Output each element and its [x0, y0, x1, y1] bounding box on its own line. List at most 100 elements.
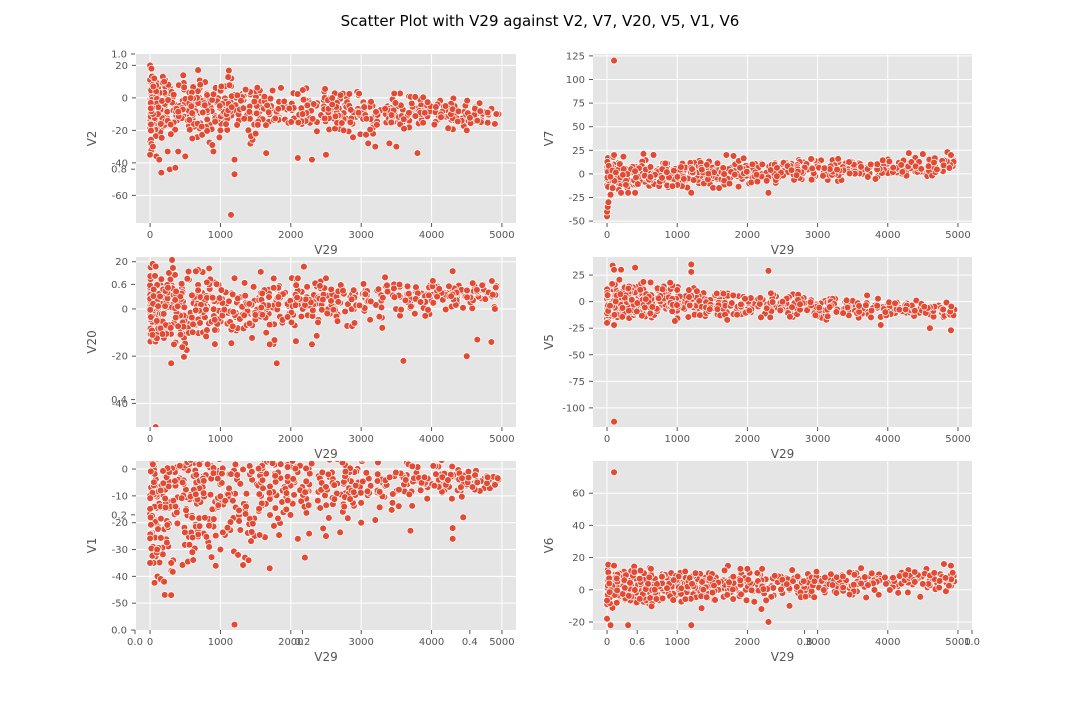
scatter-point [634, 180, 642, 188]
scatter-point [169, 568, 177, 576]
scatter-point [473, 478, 482, 487]
scatter-point [911, 578, 919, 586]
scatter-point [605, 579, 614, 588]
scatter-point [635, 595, 644, 603]
scatter-series [146, 257, 501, 427]
scatter-point [611, 297, 620, 306]
ytick-label: 75 [572, 99, 585, 110]
scatter-point [873, 301, 881, 310]
scatter-point [407, 99, 416, 108]
scatter-point [930, 569, 938, 577]
scatter-point [265, 340, 274, 349]
scatter-point [167, 359, 175, 368]
scatter-series [146, 434, 503, 629]
scatter-point [710, 581, 718, 590]
scatter-point [757, 313, 765, 322]
scatter-point [150, 74, 159, 83]
background-xtick-label: 0.2 [294, 637, 310, 648]
scatter-point [240, 279, 249, 287]
scatter-point [147, 104, 155, 113]
ytick-label: -40 [112, 158, 128, 169]
scatter-point [719, 164, 727, 172]
scatter-series [603, 468, 959, 629]
scatter-point [633, 299, 642, 307]
scatter-point [885, 157, 894, 166]
scatter-point [668, 307, 676, 315]
scatter-point [336, 91, 345, 99]
scatter-point [383, 287, 392, 296]
scatter-point [871, 175, 880, 183]
scatter-point [338, 119, 346, 127]
scatter-point [362, 130, 370, 139]
scatter-point [200, 477, 208, 485]
scatter-point [245, 319, 254, 328]
ytick-label: 0 [579, 297, 585, 308]
scatter-point [233, 121, 241, 129]
scatter-point [392, 468, 400, 477]
scatter-series [603, 260, 959, 426]
scatter-point [642, 295, 650, 303]
scatter-point [322, 501, 330, 509]
scatter-point [174, 107, 182, 116]
scatter-point [793, 572, 802, 581]
scatter-point [321, 85, 329, 93]
scatter-point [432, 470, 440, 478]
scatter-point [462, 352, 471, 360]
scatter-point [190, 434, 197, 441]
scatter-point [736, 565, 745, 573]
scatter-point [283, 313, 292, 321]
scatter-point [192, 267, 200, 276]
scatter-point [382, 451, 389, 458]
scatter-point [239, 104, 248, 112]
scatter-point [254, 121, 262, 129]
scatter-point [762, 177, 771, 185]
scatter-point [216, 545, 225, 554]
scatter-point [402, 476, 410, 484]
scatter-point [173, 302, 182, 311]
scatter-point [191, 437, 198, 444]
scatter-point [720, 170, 728, 178]
scatter-point [274, 300, 283, 309]
scatter-point [157, 120, 165, 128]
scatter-point [801, 592, 810, 601]
scatter-point [174, 147, 182, 156]
scatter-point [661, 159, 670, 168]
scatter-point [308, 340, 316, 349]
scatter-point [821, 573, 829, 582]
scatter-point [491, 481, 499, 489]
scatter-point [752, 170, 761, 179]
scatter-point [778, 575, 787, 584]
scatter-point [947, 561, 955, 570]
scatter-point [488, 277, 496, 285]
scatter-point [201, 101, 209, 109]
scatter-point [894, 589, 902, 597]
scatter-point [845, 590, 854, 599]
scatter-point [807, 175, 816, 184]
scatter-point [362, 114, 371, 123]
scatter-point [373, 121, 381, 129]
scatter-point [650, 585, 659, 594]
scatter-point [748, 160, 757, 169]
scatter-point [483, 108, 492, 117]
scatter-point [227, 103, 236, 111]
scatter-point [218, 451, 225, 458]
scatter-point [845, 158, 853, 166]
scatter-point [357, 499, 365, 507]
scatter-point [435, 285, 443, 293]
xtick-label: 1000 [664, 434, 689, 445]
xtick-label: 5000 [489, 230, 514, 241]
scatter-point [350, 488, 358, 496]
scatter-point [262, 149, 270, 157]
scatter-point [606, 190, 615, 199]
scatter-point [625, 306, 633, 315]
scatter-point [155, 439, 162, 446]
scatter-point [747, 178, 756, 187]
scatter-point [287, 118, 295, 126]
scatter-point [416, 298, 425, 306]
scatter-point [403, 453, 410, 460]
scatter-point [494, 474, 502, 482]
scatter-point [169, 447, 176, 454]
scatter-point [242, 502, 250, 511]
y-axis-label: V7 [542, 131, 556, 147]
